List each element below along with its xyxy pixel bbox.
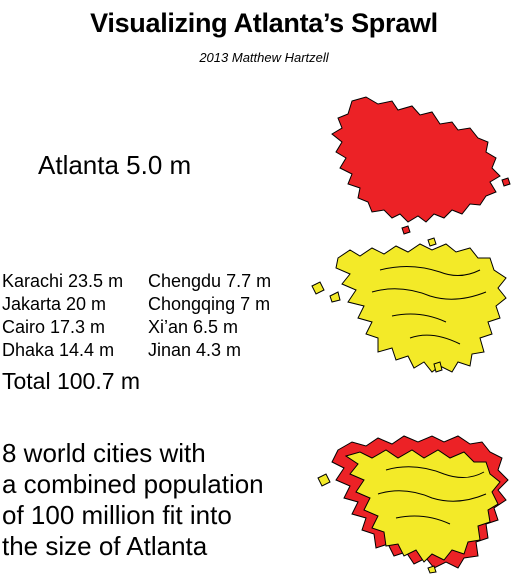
city-item: Jinan 4.3 m	[148, 340, 242, 360]
city-item: Jakarta 20 m	[2, 294, 107, 314]
cities-overlap-line	[371, 266, 487, 345]
cities-footprint-dot	[433, 361, 443, 373]
caption-line: 8 world cities with	[2, 438, 206, 468]
overlay-overlap-line	[377, 466, 487, 525]
cities-footprint-shape	[335, 243, 507, 373]
cities-footprint-dot	[311, 281, 325, 295]
atlanta-footprint-shape	[331, 96, 501, 223]
summary-caption: 8 world cities with a combined populatio…	[2, 438, 302, 562]
overlay-cities-dot	[427, 565, 437, 574]
atlanta-footprint-dot	[401, 225, 411, 235]
total-population: Total 100.7 m	[2, 368, 141, 394]
cities-footprint-dot	[329, 291, 341, 303]
city-item: Chongqing 7 m	[148, 294, 271, 314]
city-item: Cairo 17.3 m	[2, 317, 106, 337]
atlanta-footprint-dot	[501, 177, 511, 187]
city-item: Dhaka 14.4 m	[2, 340, 115, 360]
city-item: Karachi 23.5 m	[2, 271, 124, 291]
cities-footprint-dot	[427, 237, 437, 247]
atlanta-population-label: Atlanta 5.0 m	[38, 150, 192, 180]
city-item: Chengdu 7.7 m	[148, 271, 272, 291]
city-item: Xi’an 6.5 m	[148, 317, 239, 337]
city-population-list: Karachi 23.5 m Chengdu 7.7 m Jakarta 20 …	[2, 270, 308, 362]
caption-line: of 100 million fit into	[2, 500, 232, 530]
caption-line: the size of Atlanta	[2, 531, 208, 561]
author-credit: 2013 Matthew Hartzell	[199, 50, 329, 65]
caption-line: a combined population	[2, 469, 264, 499]
overlay-cities-dot	[317, 473, 331, 487]
page-title: Visualizing Atlanta’s Sprawl	[90, 8, 438, 38]
